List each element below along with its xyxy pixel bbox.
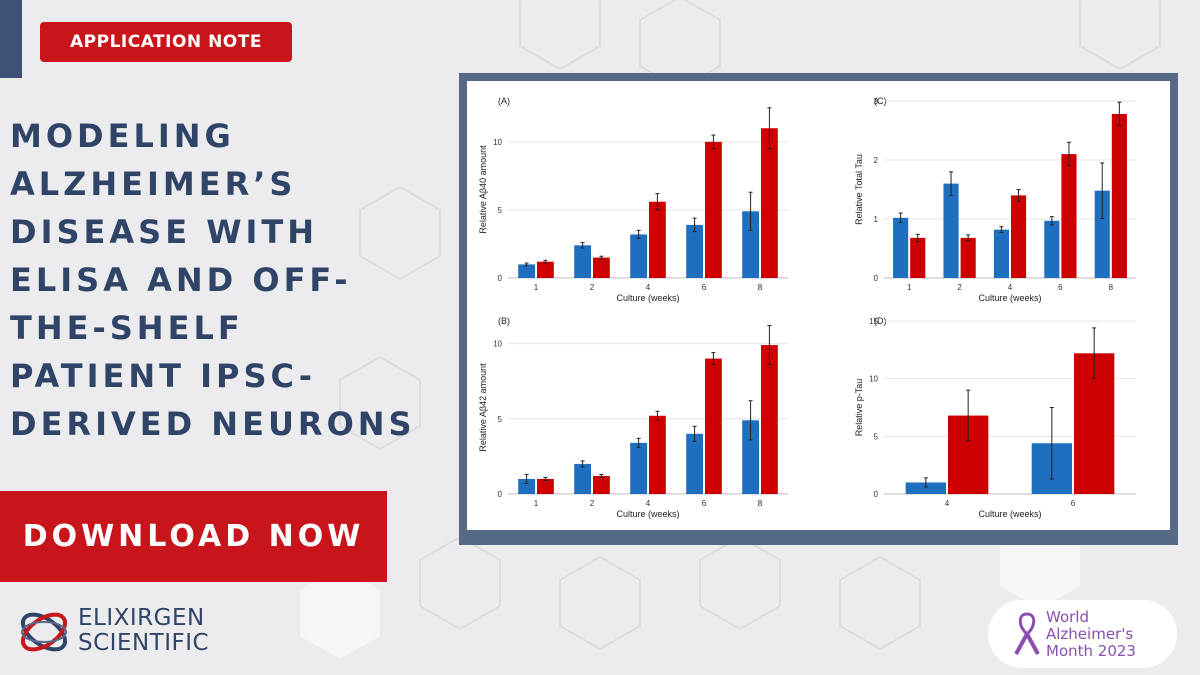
elixirgen-logo[interactable]: ELIXIRGEN SCIENTIFIC (16, 604, 216, 662)
panel-label: (D) (874, 316, 887, 326)
bar (518, 478, 535, 494)
bar (686, 433, 703, 494)
y-tick-label: 0 (874, 274, 879, 283)
x-tick-label: 2 (590, 499, 595, 508)
y-axis-title: Relative p-Tau (854, 379, 864, 437)
side-accent-bar (0, 0, 22, 78)
y-axis-title: Relative Aβ40 amount (478, 145, 488, 234)
x-tick-label: 8 (758, 499, 763, 508)
y-tick-label: 10 (493, 138, 502, 147)
bar (943, 183, 959, 278)
title-line: PATIENT IPSC- (10, 357, 317, 395)
x-tick-label: 1 (534, 499, 539, 508)
bar (1111, 113, 1127, 278)
y-tick-label: 1 (874, 215, 879, 224)
y-tick-label: 15 (869, 317, 878, 326)
bar (1094, 190, 1110, 278)
y-tick-label: 2 (874, 156, 879, 165)
x-tick-label: 4 (646, 283, 651, 292)
y-tick-label: 5 (874, 432, 879, 441)
bar (960, 237, 976, 278)
title-line: DERIVED NEURONS (10, 405, 416, 443)
y-tick-label: 0 (498, 490, 503, 499)
x-tick-label: 2 (590, 283, 595, 292)
x-tick-label: 8 (1109, 283, 1114, 292)
x-tick-label: 4 (646, 499, 651, 508)
bar (593, 475, 610, 494)
logo-line: SCIENTIFIC (78, 630, 210, 656)
bar (574, 463, 591, 494)
x-axis-title: Culture (weeks) (616, 293, 679, 303)
title-line: MODELING (10, 117, 235, 155)
y-tick-label: 0 (498, 274, 503, 283)
bar (649, 201, 666, 278)
title-line: ALZHEIMER’S (10, 165, 297, 203)
panel-label: (B) (498, 316, 510, 326)
x-axis-title: Culture (weeks) (978, 293, 1041, 303)
bar (742, 211, 759, 278)
download-button[interactable]: DOWNLOAD NOW (0, 491, 387, 582)
x-tick-label: 2 (957, 283, 962, 292)
bar (630, 234, 647, 278)
bar (537, 261, 554, 278)
x-tick-label: 4 (945, 499, 950, 508)
logo-line: ELIXIRGEN (78, 605, 205, 631)
bar (518, 264, 535, 278)
x-tick-label: 8 (758, 283, 763, 292)
chart-panel: (A) 0 5 10 1 2 4 6 8 Culture (weeks) Relative Aβ40… (467, 81, 1170, 530)
badge-line: Month 2023 (1046, 642, 1136, 660)
x-tick-label: 1 (534, 283, 539, 292)
bar (1044, 220, 1060, 278)
y-tick-label: 3 (874, 97, 879, 106)
title-line: DISEASE WITH (10, 213, 318, 251)
badge-line: World (1046, 608, 1089, 626)
x-tick-label: 1 (907, 283, 912, 292)
y-tick-label: 0 (874, 490, 879, 499)
bar (761, 345, 778, 494)
bar (574, 245, 591, 278)
bar (705, 141, 722, 278)
panel-label: (A) (498, 96, 510, 106)
bar (649, 415, 666, 494)
x-axis-title: Culture (weeks) (616, 509, 679, 519)
bar (993, 229, 1009, 278)
y-tick-label: 5 (498, 415, 503, 424)
bar (893, 217, 909, 278)
bar (1061, 154, 1077, 278)
title-line: ELISA AND OFF- (10, 261, 352, 299)
x-tick-label: 6 (702, 283, 707, 292)
bar (905, 482, 946, 494)
world-alzheimers-month-badge: World Alzheimer's Month 2023 (988, 600, 1177, 668)
chart-frame: (A) 0 5 10 1 2 4 6 8 Culture (weeks) Relative Aβ40… (459, 73, 1178, 545)
interlocking-rings-icon (20, 612, 68, 652)
bar (910, 237, 926, 278)
awareness-ribbon-icon (1014, 612, 1040, 655)
bar (537, 478, 554, 494)
bar (593, 257, 610, 278)
x-axis-title: Culture (weeks) (978, 509, 1041, 519)
title-line: THE-SHELF (10, 309, 244, 347)
x-tick-label: 4 (1008, 283, 1013, 292)
x-tick-label: 6 (1058, 283, 1063, 292)
y-tick-label: 10 (493, 340, 502, 349)
panel-label: (C) (874, 96, 887, 106)
bar (1011, 195, 1027, 278)
bar (630, 442, 647, 494)
badge-line: Alzheimer's (1046, 625, 1134, 643)
y-tick-label: 10 (869, 375, 878, 384)
bar (705, 358, 722, 494)
y-axis-title: Relative Aβ42 amount (478, 363, 488, 452)
y-axis-title: Relative Total Tau (854, 154, 864, 225)
y-tick-label: 5 (498, 206, 503, 215)
x-tick-label: 6 (1071, 499, 1076, 508)
page-title: MODELING ALZHEIMER’S DISEASE WITH ELISA … (10, 112, 430, 448)
bar (742, 420, 759, 494)
x-tick-label: 6 (702, 499, 707, 508)
bar (761, 128, 778, 278)
application-note-tag: APPLICATION NOTE (40, 22, 292, 62)
bar (686, 224, 703, 278)
